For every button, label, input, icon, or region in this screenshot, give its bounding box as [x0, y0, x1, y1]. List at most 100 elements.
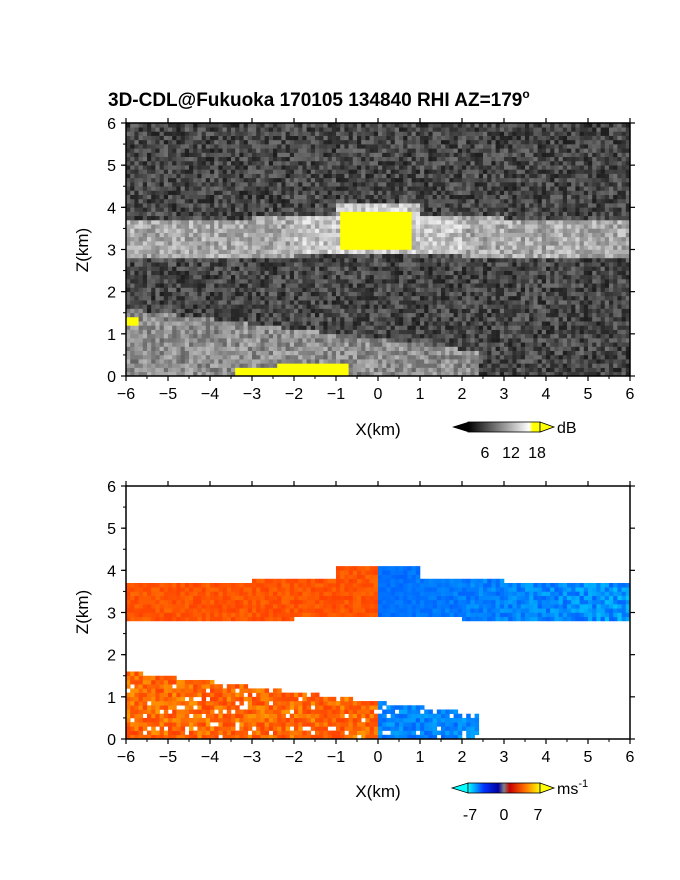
field-cell — [176, 321, 181, 326]
field-cell — [172, 367, 177, 373]
field-cell — [390, 156, 396, 162]
field-cell — [281, 144, 286, 149]
field-cell — [428, 131, 433, 136]
field-cell — [415, 279, 421, 284]
field-cell — [420, 135, 425, 141]
field-cell — [193, 232, 198, 238]
field-cell — [197, 165, 202, 170]
field-cell — [285, 300, 291, 305]
field-cell — [449, 329, 454, 335]
field-cell — [453, 312, 459, 318]
field-cell — [126, 304, 131, 309]
field-cell — [147, 300, 152, 305]
field-cell — [256, 228, 261, 233]
field-cell — [453, 169, 459, 174]
field-cell — [134, 283, 139, 288]
field-cell — [176, 308, 181, 314]
field-cell — [294, 354, 299, 360]
field-cell — [336, 266, 341, 271]
field-cell — [231, 148, 236, 153]
field-cell — [247, 127, 253, 132]
field-cell — [323, 207, 328, 212]
field-cell — [336, 359, 341, 364]
field-cell — [218, 300, 223, 305]
field-cell — [466, 139, 471, 145]
field-cell — [386, 131, 391, 136]
field-cell — [273, 308, 278, 314]
field-cell — [256, 253, 261, 259]
field-cell — [163, 316, 169, 322]
field-cell — [189, 346, 194, 351]
field-cell — [201, 274, 207, 280]
field-cell — [373, 359, 379, 364]
field-cell — [403, 304, 408, 309]
field-cell — [441, 287, 446, 292]
field-cell — [340, 232, 345, 238]
field-cell — [222, 371, 228, 376]
field-cell — [302, 342, 307, 347]
field-cell — [193, 287, 198, 292]
field-cell — [331, 123, 337, 128]
field-cell — [214, 371, 219, 376]
field-cell — [348, 160, 354, 166]
field-cell — [436, 350, 442, 356]
field-cell — [151, 203, 156, 208]
field-cell — [142, 312, 148, 318]
field-cell — [285, 338, 291, 343]
field-cell — [420, 144, 425, 149]
field-cell — [130, 211, 135, 217]
field-cell — [273, 241, 278, 246]
field-cell — [457, 203, 463, 208]
field-cell — [411, 123, 417, 128]
field-cell — [319, 249, 324, 255]
field-cell — [298, 127, 303, 132]
field-cell — [428, 333, 433, 339]
field-cell — [126, 215, 131, 221]
field-cell — [273, 329, 278, 335]
field-cell — [373, 190, 379, 195]
field-cell — [193, 169, 198, 174]
field-cell — [470, 123, 475, 128]
field-cell — [289, 321, 295, 326]
field-cell — [357, 194, 362, 200]
field-cell — [235, 325, 240, 330]
field-cell — [147, 219, 152, 225]
field-cell — [407, 182, 412, 187]
field-cell — [210, 363, 215, 368]
field-cell — [403, 308, 408, 314]
field-cell — [298, 135, 303, 141]
field-cell — [218, 312, 223, 318]
field-cell — [138, 354, 144, 360]
field-cell — [260, 321, 265, 326]
field-cell — [466, 211, 471, 217]
field-cell — [222, 160, 228, 166]
field-cell — [256, 177, 261, 183]
field-cell — [369, 165, 375, 170]
field-cell — [247, 177, 253, 183]
field-cell — [407, 144, 412, 149]
field-cell — [436, 291, 442, 297]
field-cell — [462, 160, 467, 166]
field-cell — [357, 321, 362, 326]
field-cell — [394, 152, 400, 158]
field-cell — [189, 228, 194, 233]
field-cell — [151, 367, 156, 373]
field-cell — [197, 139, 202, 145]
field-cell — [159, 135, 165, 141]
field-cell — [147, 262, 152, 267]
field-cell — [306, 173, 312, 179]
field-cell — [315, 350, 320, 356]
field-cell — [235, 274, 240, 280]
field-cell — [151, 241, 156, 246]
field-cell — [411, 169, 417, 174]
field-cell — [243, 182, 249, 187]
field-cell — [247, 300, 253, 305]
field-cell — [445, 169, 450, 174]
field-cell — [457, 262, 463, 267]
field-cell — [168, 338, 173, 343]
field-cell — [159, 211, 165, 217]
field-cell — [235, 291, 240, 297]
field-cell — [365, 135, 370, 141]
field-cell — [184, 295, 190, 301]
field-cell — [281, 333, 286, 339]
